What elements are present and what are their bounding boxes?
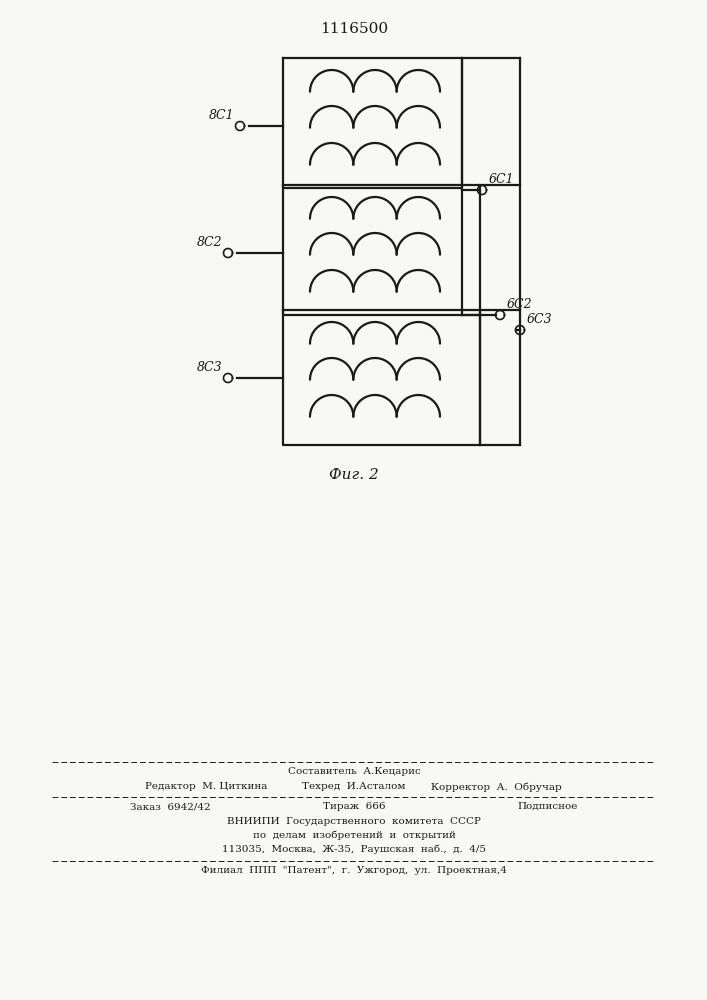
Text: Составитель  А.Кецарис: Составитель А.Кецарис	[288, 767, 421, 776]
Text: Фиг. 2: Фиг. 2	[329, 468, 379, 482]
Text: Тираж  666: Тираж 666	[323, 802, 385, 811]
Text: Корректор  А.  Обручар: Корректор А. Обручар	[431, 782, 562, 792]
Text: Филиал  ППП  "Патент",  г.  Ужгород,  ул.  Проектная,4: Филиал ППП "Патент", г. Ужгород, ул. Про…	[201, 866, 507, 875]
Text: 1116500: 1116500	[320, 22, 388, 36]
Text: по  делам  изобретений  и  открытий: по делам изобретений и открытий	[252, 831, 455, 840]
Text: 6С2: 6С2	[507, 298, 532, 311]
Text: Редактор  М. Циткина: Редактор М. Циткина	[145, 782, 267, 791]
Text: 6С3: 6С3	[527, 313, 553, 326]
Text: Техред  И.Асталом: Техред И.Асталом	[303, 782, 406, 791]
Text: Подписное: Подписное	[518, 802, 578, 811]
Text: ВНИИПИ  Государственного  комитета  СССР: ВНИИПИ Государственного комитета СССР	[227, 817, 481, 826]
Text: 6С1: 6С1	[489, 173, 515, 186]
Text: 8С1: 8С1	[209, 109, 234, 122]
Text: 8С2: 8С2	[197, 236, 222, 249]
Text: 8С3: 8С3	[197, 361, 222, 374]
Text: Заказ  6942/42: Заказ 6942/42	[130, 802, 211, 811]
Text: 113035,  Москва,  Ж-35,  Раушская  наб.,  д.  4/5: 113035, Москва, Ж-35, Раушская наб., д. …	[222, 845, 486, 854]
